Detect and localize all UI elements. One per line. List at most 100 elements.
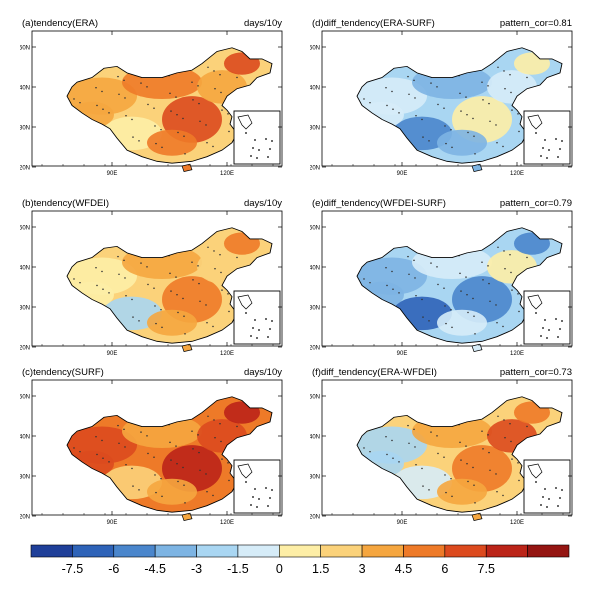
map-svg-d: (d)diff_tendency(ERA-SURF) pattern_cor=0.…: [310, 18, 573, 176]
inset-box: [233, 290, 281, 345]
significance-dot: [502, 145, 504, 148]
significance-dot: [108, 461, 110, 463]
inset-island: [544, 488, 546, 490]
inset-island: [548, 329, 550, 331]
inset-island: [559, 328, 561, 330]
inset-island: [271, 489, 273, 491]
significance-dot: [363, 447, 365, 449]
lat-label: 20N: [20, 515, 30, 521]
lat-label: 30N: [310, 126, 320, 132]
significance-dot: [175, 276, 177, 278]
inset-island: [245, 132, 247, 134]
significance-dot: [183, 484, 185, 486]
significance-dot: [228, 310, 230, 313]
significance-dot: [73, 278, 75, 280]
significance-dot: [509, 423, 511, 425]
significance-dot: [212, 145, 214, 148]
significance-dot: [460, 459, 462, 461]
lon-label: 120E: [510, 351, 524, 356]
significance-dot: [407, 255, 409, 258]
significance-dot: [221, 109, 223, 111]
colorbar-swatch: [444, 544, 487, 558]
significance-dot: [184, 333, 186, 335]
significance-dot: [502, 325, 504, 328]
significance-dot: [518, 310, 520, 313]
significance-dot: [517, 113, 519, 115]
significance-dot: [450, 128, 452, 131]
significance-dot: [481, 261, 483, 263]
inset-island: [245, 481, 247, 483]
map-panel-a: (a)tendency(ERA) days/10y 50N 40N 30N 20N 90E 1…: [20, 16, 290, 176]
significance-dot: [207, 415, 209, 418]
significance-dot: [487, 265, 489, 267]
inset-island: [546, 506, 548, 508]
significance-dot: [437, 103, 439, 106]
lon-label: 90E: [107, 520, 118, 525]
lat-label: 20N: [310, 515, 320, 521]
inset-coast: [237, 114, 253, 130]
colorbar-swatch: [154, 544, 197, 558]
significance-dot: [408, 273, 410, 276]
significance-dot: [213, 250, 215, 252]
significance-dot: [392, 457, 394, 459]
panel-unit: days/10y: [244, 367, 282, 378]
significance-dot: [511, 289, 513, 291]
lon-label: 120E: [220, 171, 234, 176]
hainan-island: [471, 343, 483, 352]
significance-dot: [220, 91, 222, 94]
inset-island: [271, 140, 273, 142]
significance-dot: [160, 308, 162, 311]
significance-dot: [496, 321, 498, 324]
significance-dot: [140, 82, 142, 84]
significance-dot: [125, 114, 127, 117]
significance-dot: [191, 261, 193, 263]
significance-dot: [386, 284, 388, 287]
significance-dot: [199, 300, 201, 303]
significance-dot: [182, 117, 184, 120]
panel-title: (d)diff_tendency(ERA-SURF): [312, 18, 435, 29]
inset-island: [544, 319, 546, 321]
inset-island: [269, 328, 271, 330]
significance-dot: [118, 273, 120, 276]
significance-dot: [214, 267, 216, 270]
significance-dot: [175, 96, 177, 98]
field-blob: [147, 309, 197, 336]
colorbar-label: -7.5: [62, 562, 84, 576]
significance-dot: [153, 456, 155, 459]
significance-dot: [369, 450, 371, 453]
significance-dot: [95, 267, 97, 269]
significance-dot: [96, 284, 98, 287]
inset-island: [555, 318, 557, 320]
map-panel-b: (b)tendency(WFDEI) days/10y 50N 40N 30N 20N 90…: [20, 196, 290, 356]
significance-dot: [526, 425, 528, 428]
significance-dot: [161, 495, 163, 498]
significance-dot: [79, 450, 81, 453]
inset-island: [561, 140, 563, 142]
map-panel-c: (c)tendency(SURF) days/10y 50N 40N 30N 20N 90E…: [20, 365, 290, 525]
significance-dot: [95, 87, 97, 89]
significance-dot: [154, 305, 156, 307]
significance-dot: [73, 98, 75, 100]
lat-label: 50N: [20, 46, 30, 52]
significance-dot: [212, 494, 214, 497]
significance-dot: [205, 304, 207, 306]
lat-label: 20N: [310, 346, 320, 352]
china-outline: [66, 47, 273, 164]
significance-dot: [481, 430, 483, 432]
significance-dot: [451, 495, 453, 498]
significance-dot: [207, 246, 209, 249]
significance-dot: [422, 316, 424, 318]
significance-dot: [436, 266, 438, 268]
significance-dot: [443, 107, 445, 110]
significance-dot: [482, 448, 484, 450]
lat-label: 50N: [310, 46, 320, 52]
inset-island: [559, 148, 561, 150]
significance-dot: [428, 320, 430, 322]
significance-dot: [496, 490, 498, 493]
significance-dot: [415, 294, 417, 297]
significance-dot: [503, 419, 505, 421]
significance-dot: [123, 259, 125, 262]
inset-island: [540, 335, 542, 337]
significance-dot: [460, 290, 462, 292]
lat-label: 50N: [310, 226, 320, 232]
